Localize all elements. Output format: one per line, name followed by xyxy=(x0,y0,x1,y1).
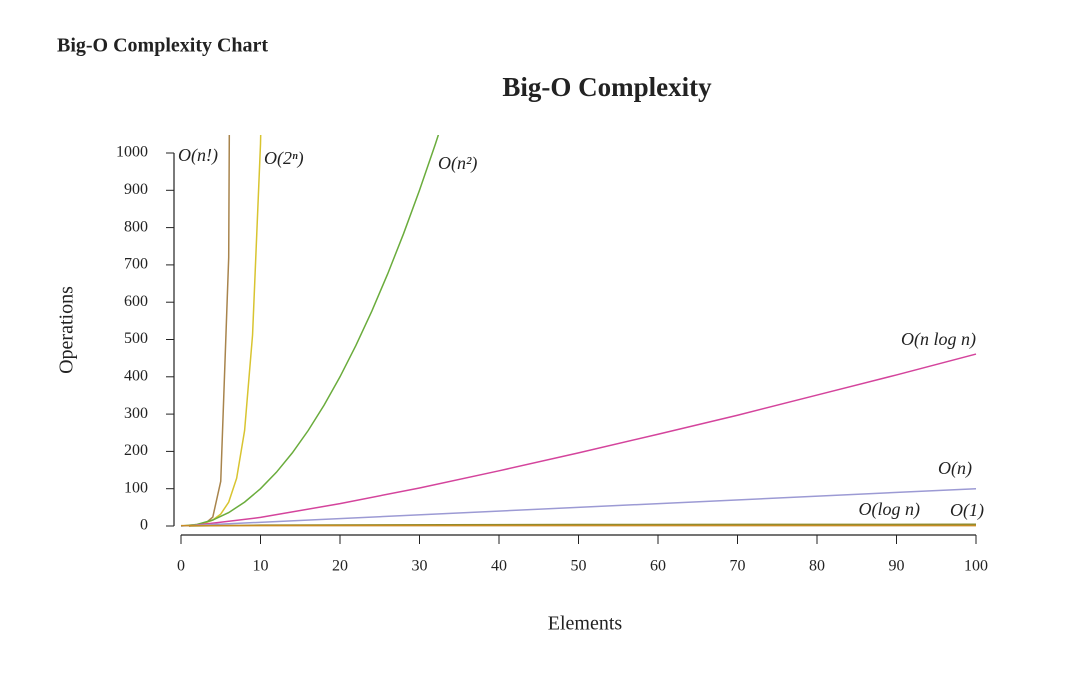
series-label: O(n) xyxy=(938,458,972,479)
x-tick-label: 10 xyxy=(253,558,269,575)
series-line xyxy=(188,353,977,527)
series-label: O(n²) xyxy=(438,153,477,174)
x-tick-label: 70 xyxy=(730,558,746,575)
series-label: O(n!) xyxy=(178,145,218,166)
y-tick-label: 400 xyxy=(124,367,148,384)
series-label: O(1) xyxy=(950,500,984,521)
y-tick-label: 300 xyxy=(124,405,148,422)
y-tick-label: 1000 xyxy=(116,144,148,161)
x-tick-label: 60 xyxy=(650,558,666,575)
series-label: O(log n) xyxy=(859,499,921,520)
y-tick-label: 500 xyxy=(124,330,148,347)
x-tick-label: 30 xyxy=(412,558,428,575)
y-tick-label: 600 xyxy=(124,293,148,310)
plot-area xyxy=(180,135,977,527)
series-line xyxy=(188,135,231,527)
series-label: O(2ⁿ) xyxy=(264,148,304,169)
chart-title: Big-O Complexity xyxy=(502,72,712,102)
x-axis-label: Elements xyxy=(548,613,623,635)
series-line xyxy=(180,135,440,527)
x-tick-label: 40 xyxy=(491,558,507,575)
x-tick-label: 100 xyxy=(964,558,988,575)
x-tick-label: 90 xyxy=(889,558,905,575)
y-axis-label: Operations xyxy=(56,286,78,374)
x-tick-label: 80 xyxy=(809,558,825,575)
y-tick-label: 100 xyxy=(124,479,148,496)
series-label: O(n log n) xyxy=(901,329,976,350)
y-tick-label: 800 xyxy=(124,218,148,235)
y-tick-label: 900 xyxy=(124,181,148,198)
page-title: Big-O Complexity Chart xyxy=(57,35,268,57)
x-tick-label: 0 xyxy=(177,558,185,575)
y-tick-label: 200 xyxy=(124,442,148,459)
x-tick-label: 50 xyxy=(571,558,587,575)
x-tick-label: 20 xyxy=(332,558,348,575)
series-line xyxy=(180,487,977,527)
y-tick-label: 700 xyxy=(124,256,148,273)
y-tick-label: 0 xyxy=(140,517,148,534)
